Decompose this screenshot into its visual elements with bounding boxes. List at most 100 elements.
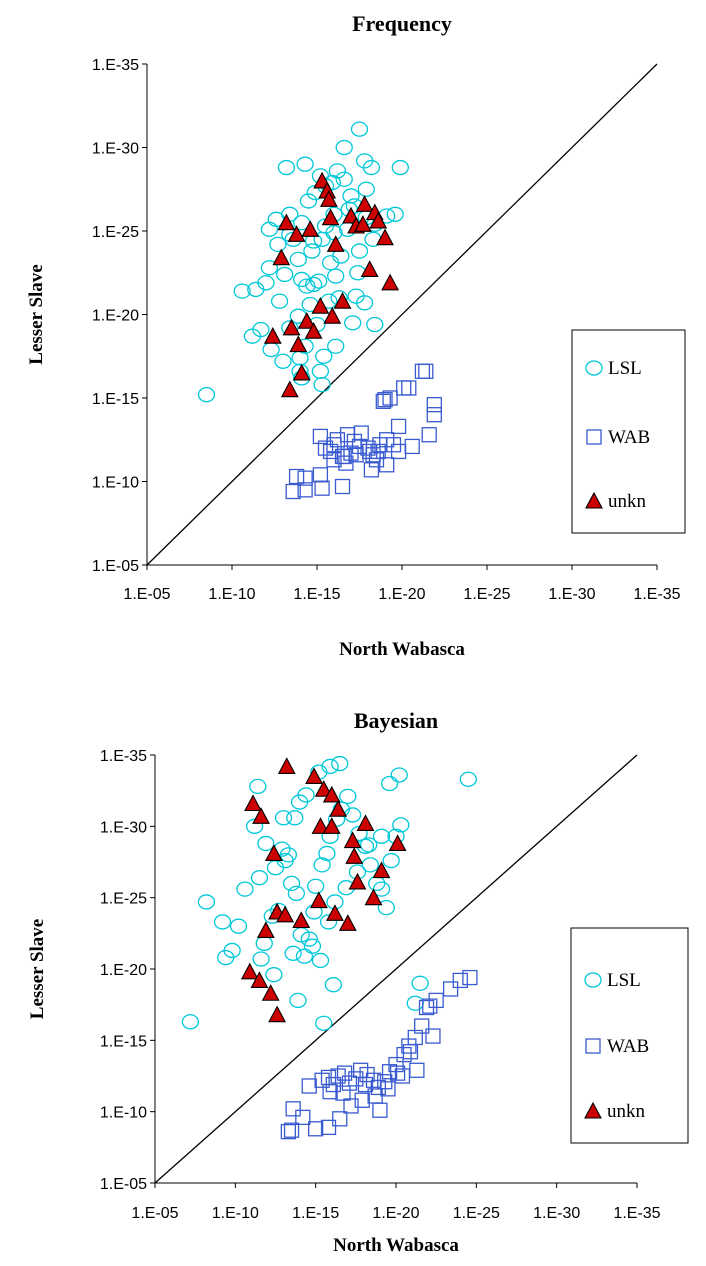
wab-point [452,972,468,989]
wab-point [425,1028,441,1044]
x-tick-label: 1.E-20 [378,586,425,603]
lsl-point [249,778,267,795]
unkn-point [240,962,259,980]
wab-point [379,457,395,473]
wab-point [312,428,329,445]
unkn-point [280,380,299,398]
chart-title: Bayesian [354,708,438,733]
unkn-point [348,872,367,890]
unkn-point [333,291,352,309]
x-tick-label: 1.E-35 [613,1205,660,1222]
unkn-point [355,195,374,212]
series-lsl [181,755,477,1031]
lsl-point [324,977,342,993]
wab-point [362,443,378,460]
unkn-point [264,844,283,861]
wab-point [336,448,352,465]
unkn-point [292,911,311,929]
lsl-point [252,951,270,967]
chart-title: Frequency [352,11,452,36]
unkn-point [314,780,333,797]
wab-point [363,462,380,478]
series-unkn [263,171,400,398]
lsl-point [223,942,241,959]
unkn-point [376,228,394,246]
wab-point [312,467,329,483]
wab-point [326,452,342,468]
lsl-point [282,875,301,892]
lsl-point [262,341,280,358]
lsl-point [366,316,384,333]
lsl-point [313,376,331,393]
unkn-point [268,1005,287,1023]
legend-label: LSL [608,358,642,379]
unkn-point [297,312,316,329]
legend-label: WAB [607,1036,649,1057]
legend-label: LSL [607,970,641,991]
lsl-point [257,835,275,852]
wab-point [402,1044,419,1060]
unkn-point [311,296,330,314]
series-unkn [240,757,407,1023]
unkn-point [272,248,291,266]
wab-point [401,380,417,396]
legend-label: WAB [608,427,650,448]
wab-point [418,999,435,1016]
x-axis-label: North Wabasca [339,639,465,660]
unkn-point [252,807,270,824]
lsl-point [287,885,306,902]
wab-point [354,1092,370,1108]
lsl-point [459,771,477,787]
unkn-point [292,363,311,381]
unkn-point [322,785,341,803]
wab-point [332,1111,348,1127]
wab-point [372,1102,388,1118]
lsl-point [360,837,378,853]
wab-point [396,380,412,396]
lsl-point [197,387,216,403]
y-axis-label: Lesser Slave [27,919,48,1019]
unkn-point [304,322,323,339]
lsl-point [265,967,283,983]
wab-point [418,363,434,379]
x-tick-label: 1.E-20 [372,1205,419,1222]
unkn-point [356,814,375,832]
unkn-point [277,757,296,774]
wab-point [308,1121,324,1137]
lsl-point [372,828,391,844]
unkn-point [261,984,280,1001]
wab-point [295,1109,311,1126]
unkn-point [360,260,379,277]
y-tick-label: 1.E-20 [92,308,139,325]
unkn-point [338,914,357,931]
lsl-point [284,945,302,961]
wab-point [280,1123,297,1140]
y-tick-label: 1.E-05 [100,1176,147,1193]
wab-point [320,1119,337,1136]
wab-point [288,468,305,485]
legend-lsl-marker [585,360,603,376]
lsl-point [310,273,328,289]
x-tick-label: 1.E-10 [208,586,255,603]
lsl-point [303,243,321,259]
unkn-point [369,211,388,229]
wab-point [377,392,393,408]
legend-unkn-marker [585,491,603,509]
wab-point [414,1018,430,1034]
unkn-point [244,794,262,812]
y-tick-label: 1.E-05 [92,558,139,575]
x-axis-label: North Wabasca [333,1235,459,1256]
lsl-point [269,236,287,253]
x-tick-label: 1.E-05 [123,586,170,603]
x-tick-label: 1.E-25 [453,1205,500,1222]
lsl-point [260,260,279,276]
wab-point [317,440,334,456]
lsl-point [321,255,340,271]
lsl-point [233,283,251,299]
lsl-point [229,918,248,934]
y-tick-label: 1.E-35 [100,748,147,765]
legend-unkn-marker [584,1101,602,1119]
unkn-point [372,861,391,879]
unkn-point [277,213,296,231]
wab-point [409,1062,425,1078]
